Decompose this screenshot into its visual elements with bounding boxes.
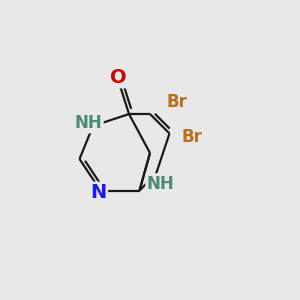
Text: Br: Br [182,128,203,146]
Text: NH: NH [75,114,102,132]
Text: N: N [90,183,106,202]
Text: Br: Br [167,93,188,111]
Text: NH: NH [147,175,174,193]
Text: O: O [110,68,127,87]
